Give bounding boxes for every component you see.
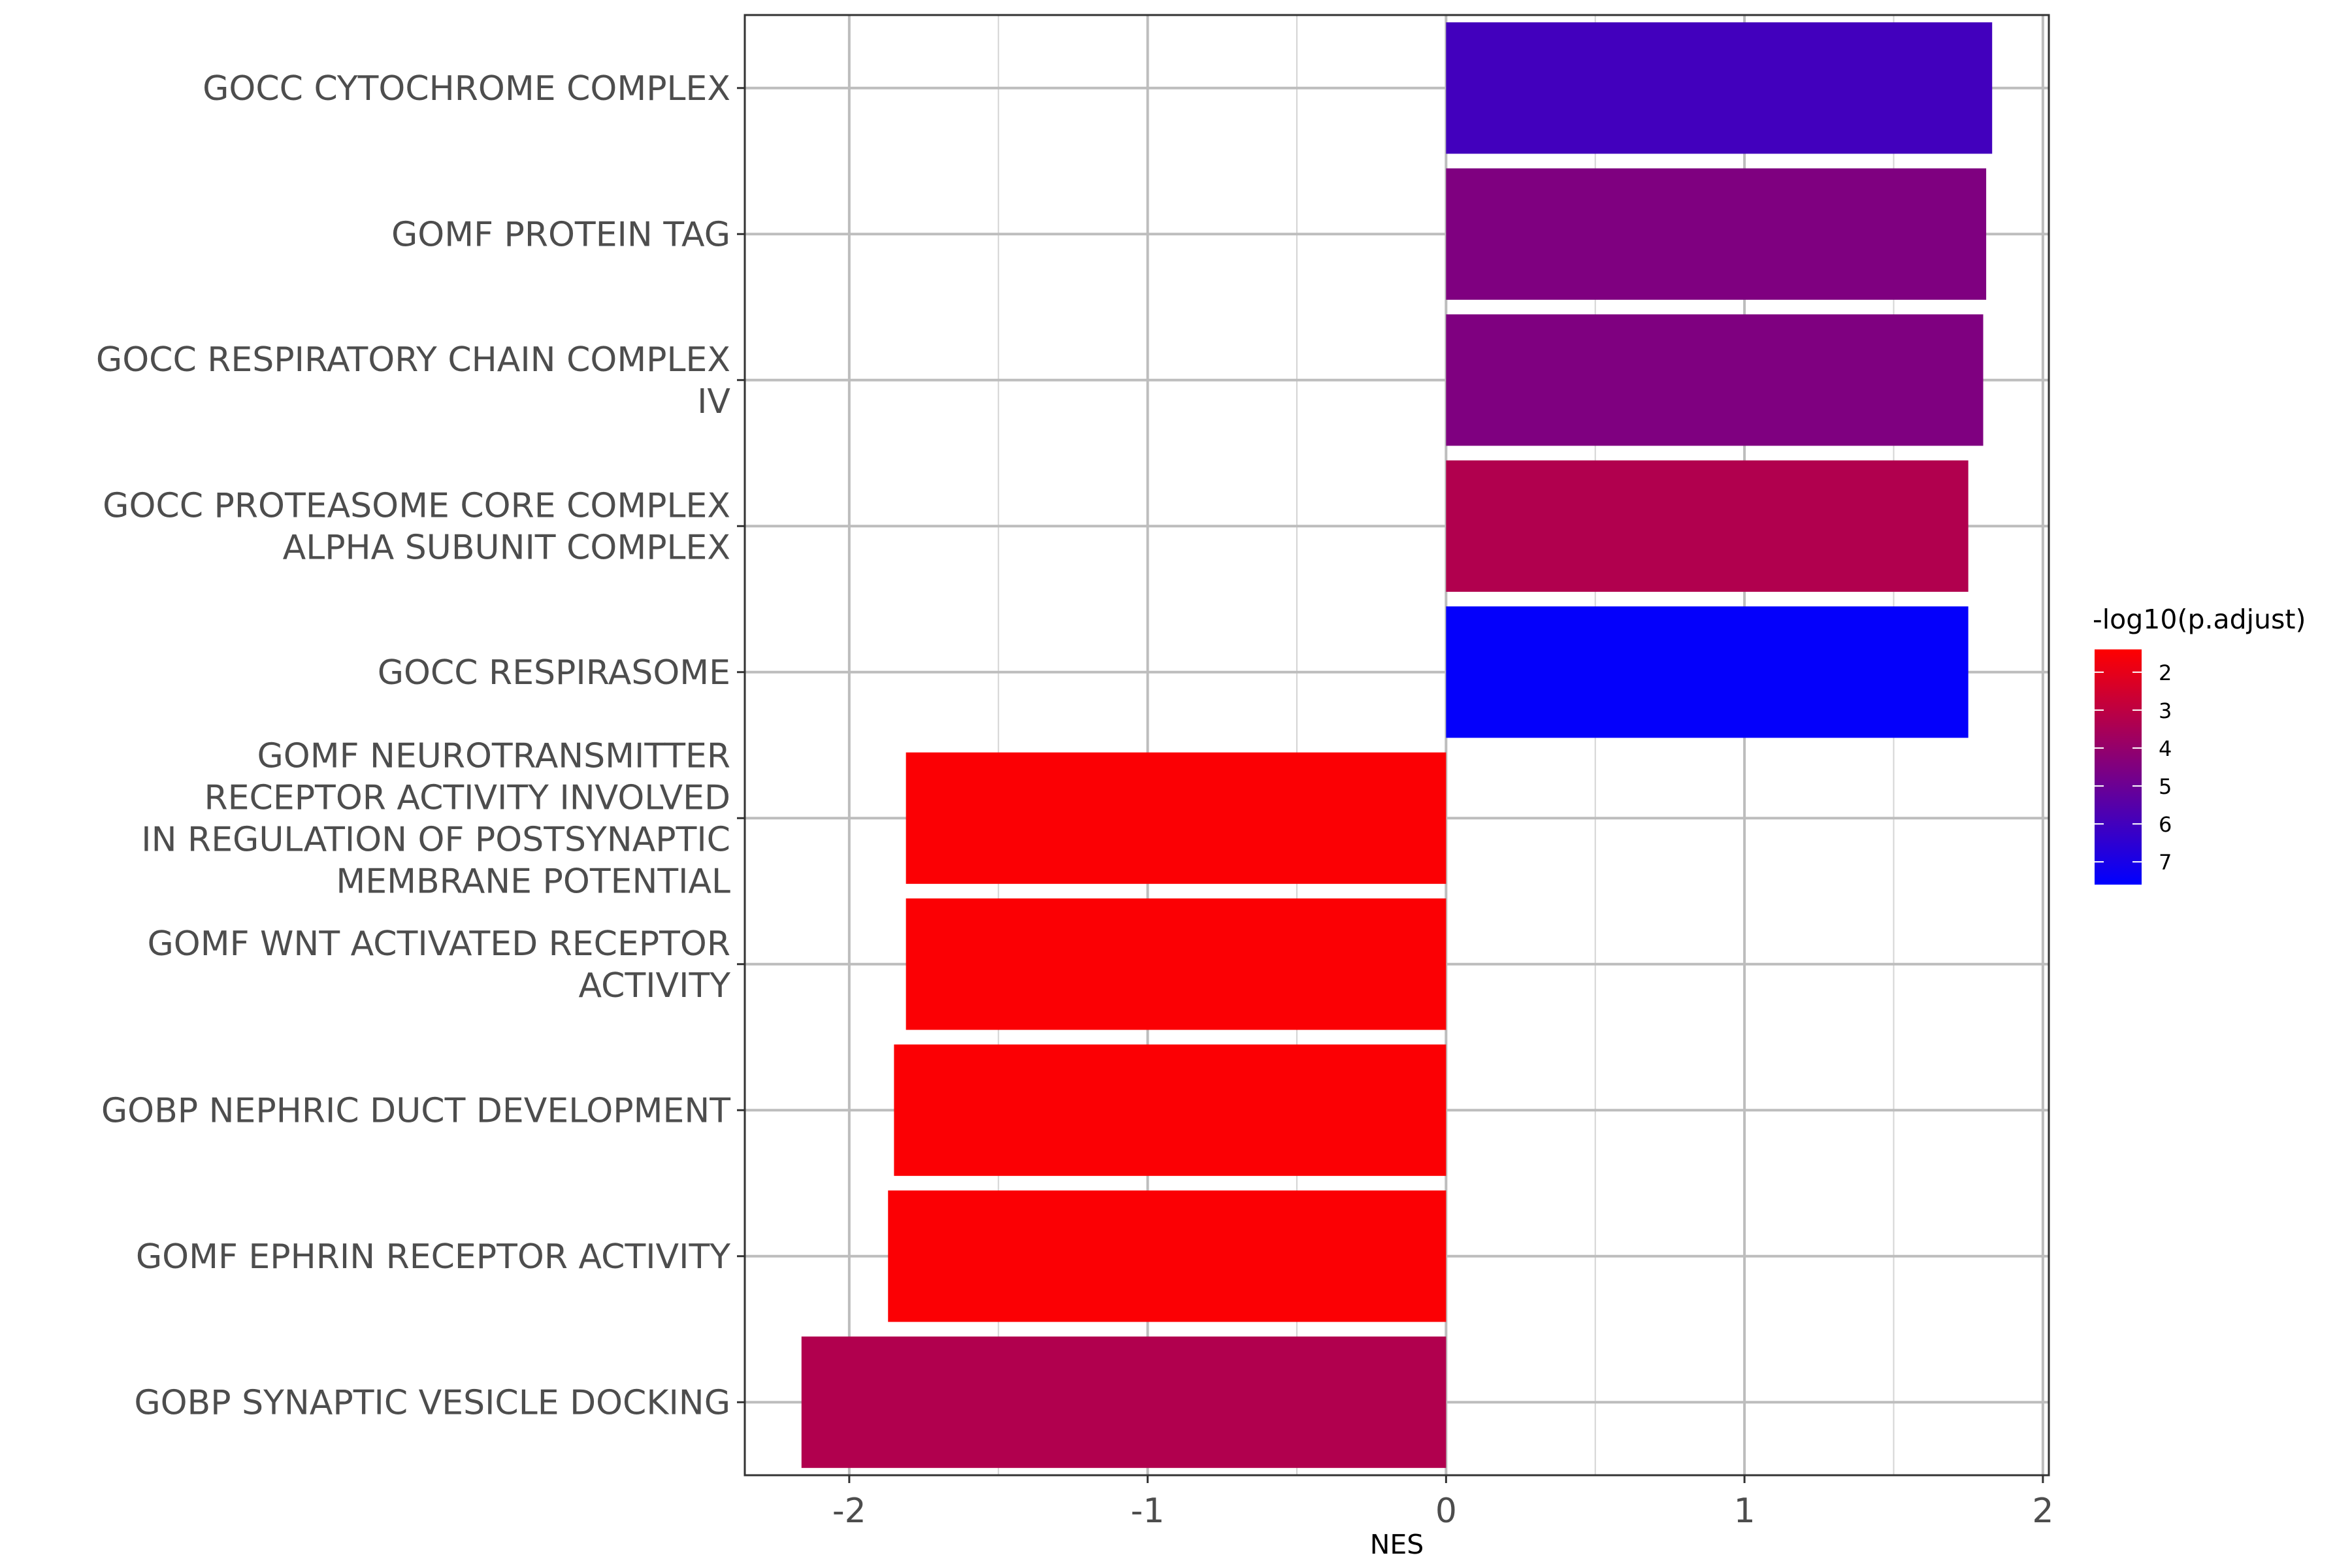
y-tick-label-line: GOCC RESPIRATORY CHAIN COMPLEX [96,340,730,380]
y-tick-label-line: ALPHA SUBUNIT COMPLEX [283,528,730,567]
legend-tick-label: 4 [2159,736,2172,761]
y-tick-label: GOMF NEUROTRANSMITTER RECEPTOR ACTIVITY I… [141,736,730,901]
x-tick-label: -2 [832,1492,866,1531]
bar [894,1044,1446,1176]
bar [801,1336,1446,1468]
bar [1446,22,1993,154]
bar [906,752,1446,884]
y-tick-label-line: IN REGULATION OF POSTSYNAPTIC [141,820,730,859]
y-tick-label-line: GOBP NEPHRIC DUCT DEVELOPMENT [101,1091,730,1130]
y-tick-label-line: MEMBRANE POTENTIAL [336,862,730,901]
bar [1446,460,1968,592]
y-tick-label-line: GOCC CYTOCHROME COMPLEX [203,69,730,108]
x-tick-label: 1 [1734,1492,1756,1531]
legend-tick-label: 6 [2159,812,2172,837]
y-tick-label-line: GOCC RESPIRASOME [378,653,730,693]
y-tick-label: GOMF WNT ACTIVATED RECEPTOR ACTIVITY [147,924,730,1005]
x-axis-ticks: -2 -1 0 1 2 [832,1475,2053,1531]
y-tick-label-line: GOCC PROTEASOME CORE COMPLEX [103,486,730,525]
legend-title: -log10(p.adjust) [2093,604,2306,635]
bar [1446,606,1968,738]
legend-colorbar [2095,649,2142,885]
y-axis-labels: GOCC CYTOCHROME COMPLEX GOMF PROTEIN TAG G… [96,69,745,1422]
x-axis-title: NES [1370,1529,1424,1560]
bar [906,898,1446,1030]
legend-tick-label: 2 [2159,661,2172,685]
y-tick-label-line: GOMF PROTEIN TAG [391,215,730,254]
bar [888,1190,1446,1322]
y-tick-label-line: GOMF EPHRIN RECEPTOR ACTIVITY [136,1237,730,1277]
legend-tick-label: 7 [2159,850,2172,875]
legend-ticks: 2 3 4 5 6 7 [2095,661,2172,875]
legend-tick-label: 3 [2159,698,2172,723]
x-tick-label: -1 [1131,1492,1165,1531]
y-tick-label: GOBP SYNAPTIC VESICLE DOCKING [134,1383,730,1422]
x-tick-label: 0 [1435,1492,1457,1531]
legend-tick-label: 5 [2159,774,2172,799]
bar [1446,314,1984,446]
legend: -log10(p.adjust) 2 3 4 5 6 7 [2093,604,2306,885]
y-tick-label-line: GOBP SYNAPTIC VESICLE DOCKING [134,1383,730,1422]
y-tick-label-line: RECEPTOR ACTIVITY INVOLVED [204,778,730,817]
y-tick-label: GOCC RESPIRATORY CHAIN COMPLEX IV [96,340,730,421]
y-tick-label: GOMF EPHRIN RECEPTOR ACTIVITY [136,1237,730,1277]
panel-border [743,14,2050,1477]
y-tick-label: GOCC CYTOCHROME COMPLEX [203,69,730,108]
y-tick-label-line: GOMF NEUROTRANSMITTER [257,736,730,776]
bar [1446,168,1987,300]
y-tick-label-line: GOMF WNT ACTIVATED RECEPTOR [147,924,730,964]
y-tick-label: GOBP NEPHRIC DUCT DEVELOPMENT [101,1091,730,1130]
y-tick-label: GOMF PROTEIN TAG [391,215,730,254]
y-tick-label-line: ACTIVITY [578,966,730,1005]
y-tick-label-line: IV [697,382,730,421]
bars [801,22,1993,1468]
y-tick-label: GOCC RESPIRASOME [378,653,730,693]
x-tick-label: 2 [2032,1492,2053,1531]
panel-frame [743,14,2050,1477]
y-tick-label: GOCC PROTEASOME CORE COMPLEX ALPHA SUBUNI… [103,486,730,567]
